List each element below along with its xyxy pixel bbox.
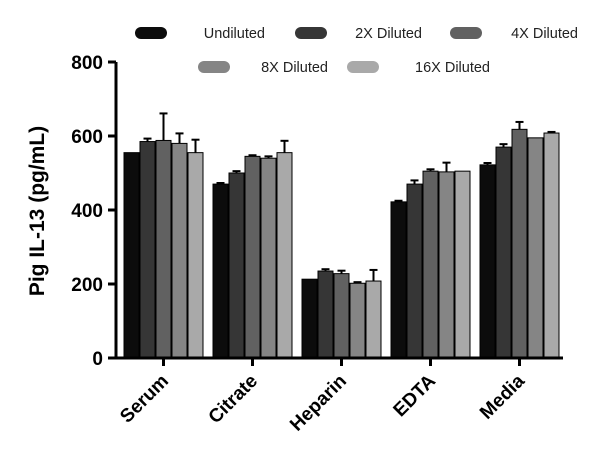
legend-swatch	[347, 61, 379, 73]
bars	[123, 112, 560, 359]
legend-label: 8X Diluted	[261, 60, 328, 76]
bar	[228, 172, 245, 359]
bar	[276, 152, 293, 359]
bar	[495, 146, 512, 359]
legend-swatch	[295, 27, 327, 39]
bar	[212, 183, 229, 359]
bar	[139, 141, 156, 359]
bar	[260, 157, 277, 359]
y-tick-label: 400	[71, 201, 103, 222]
y-tick-label: 200	[71, 275, 103, 296]
y-axis-label: Pig IL-13 (pg/mL)	[26, 126, 49, 296]
bar	[317, 270, 334, 359]
x-tick-label: EDTA	[390, 370, 441, 421]
legend-label: 4X Diluted	[511, 26, 578, 42]
legend-swatch	[135, 27, 167, 39]
bar	[171, 142, 188, 359]
bar	[244, 155, 261, 359]
y-tick-label: 600	[71, 127, 103, 148]
x-tick-label: Citrate	[205, 371, 262, 428]
x-tick-label: Serum	[116, 371, 173, 428]
legend-label: 16X Diluted	[415, 60, 490, 76]
x-tick-label: Heparin	[286, 371, 351, 436]
bar	[543, 132, 560, 359]
y-tick-label: 800	[71, 53, 103, 74]
bar	[406, 183, 423, 359]
y-tick-label: 0	[92, 349, 103, 370]
bar	[333, 273, 350, 359]
bar	[422, 170, 439, 359]
bar	[527, 137, 544, 359]
legend-swatch	[198, 61, 230, 73]
bar	[155, 139, 172, 359]
bar	[365, 280, 382, 359]
x-tick-label: Media	[476, 370, 529, 423]
bar	[349, 282, 366, 359]
bar	[454, 170, 471, 359]
legend-label: Undiluted	[204, 26, 265, 42]
legend-swatch	[450, 27, 482, 39]
x-axis: Serum Citrate Heparin EDTA Media	[115, 356, 563, 436]
bar	[479, 164, 496, 359]
bar	[390, 201, 407, 359]
bar	[301, 278, 318, 359]
bar	[511, 128, 528, 359]
bar	[123, 152, 140, 359]
legend: Undiluted 2X Diluted 4X Diluted 8X Diluted 1…	[135, 26, 578, 76]
bar	[187, 152, 204, 359]
y-axis: 0 200 400 600 800	[71, 53, 118, 370]
legend-label: 2X Diluted	[355, 26, 422, 42]
bar	[438, 171, 455, 359]
